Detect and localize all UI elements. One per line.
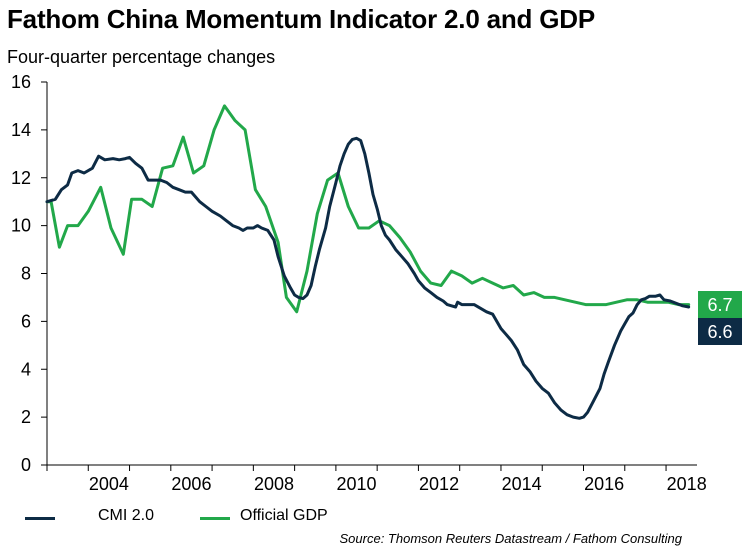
chart-subtitle: Four-quarter percentage changes [7, 47, 276, 67]
x-tick-label: 2018 [667, 474, 707, 494]
y-tick-label: 4 [21, 359, 31, 379]
x-tick-label: 2008 [254, 474, 294, 494]
legend-label-cmi: CMI 2.0 [98, 507, 155, 524]
end-label-box [698, 318, 742, 345]
end-labels: 6.76.6 [698, 291, 742, 345]
series-line-cmi [45, 136, 691, 420]
x-tick-label: 2006 [171, 474, 211, 494]
x-tick-label: 2010 [337, 474, 377, 494]
x-tick-label: 2004 [89, 474, 129, 494]
series-layer [45, 104, 691, 420]
y-tick-label: 12 [11, 168, 31, 188]
end-label-text: 6.6 [707, 322, 732, 342]
y-tick-label: 6 [21, 311, 31, 331]
end-label-text: 6.7 [707, 295, 732, 315]
y-tick-label: 14 [11, 120, 31, 140]
y-tick-label: 16 [11, 72, 31, 92]
legend-swatch-gdp [200, 517, 230, 520]
chart-title: Fathom China Momentum Indicator 2.0 and … [7, 4, 596, 34]
y-tick-label: 8 [21, 264, 31, 284]
source-note: Source: Thomson Reuters Datastream / Fat… [339, 531, 682, 546]
legend-label-gdp: Official GDP [240, 507, 328, 524]
y-tick-label: 10 [11, 216, 31, 236]
end-label-box [698, 291, 742, 318]
y-tick-label: 2 [21, 407, 31, 427]
x-tick-label: 2014 [502, 474, 542, 494]
x-tick-label: 2012 [419, 474, 459, 494]
legend-swatch-cmi [25, 517, 55, 520]
axes: 0 2 4 6 8 10 12 14 16 2004 2006 2008 2010 2012 2014 201… [11, 72, 707, 494]
series-line-gdp [45, 104, 691, 314]
x-tick-label: 2016 [584, 474, 624, 494]
y-tick-label: 0 [21, 455, 31, 475]
